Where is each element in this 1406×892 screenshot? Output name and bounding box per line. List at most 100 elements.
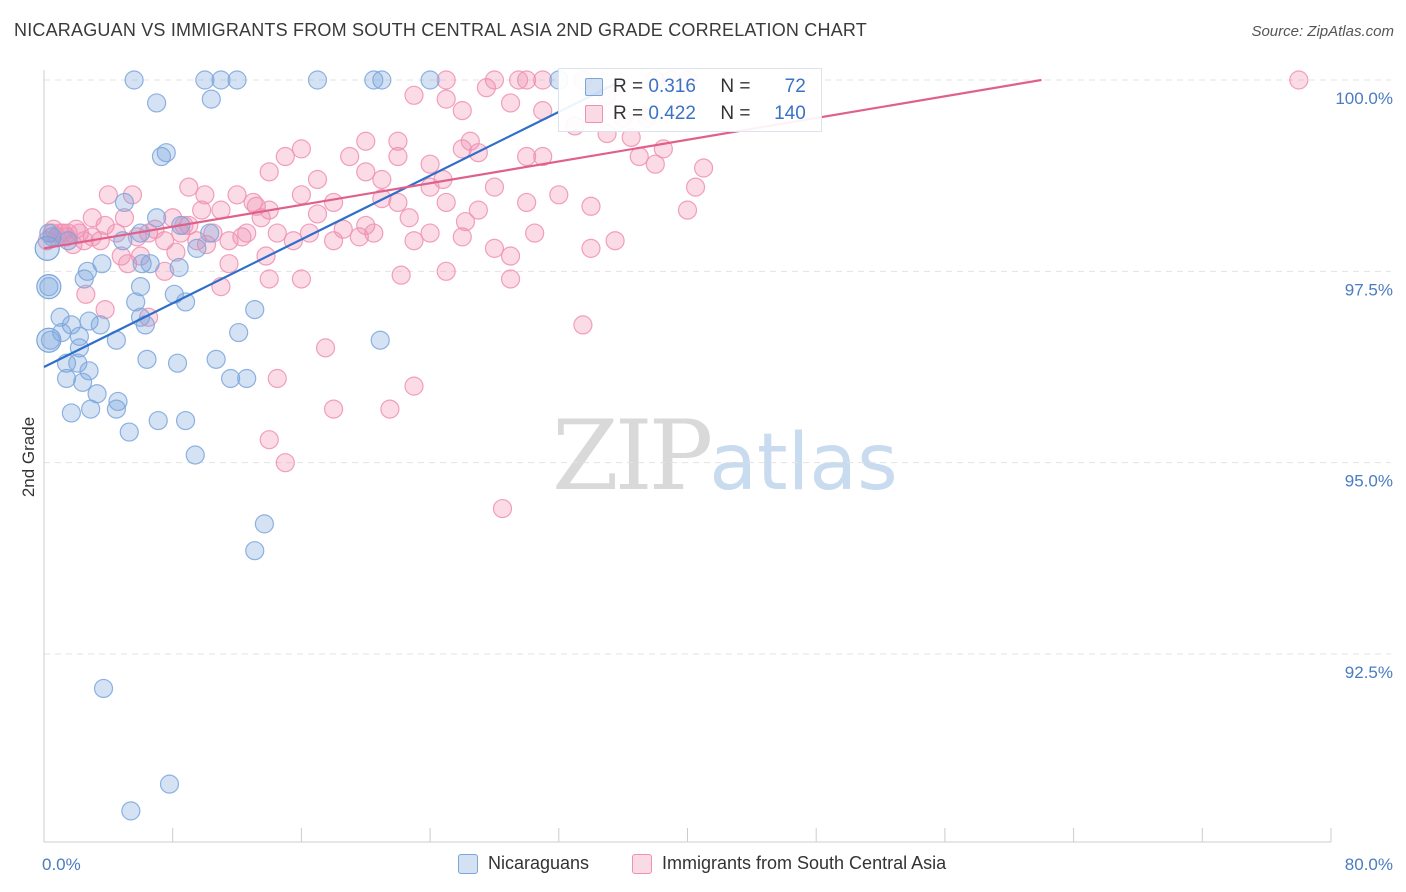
south-central-asia-point xyxy=(573,315,593,335)
south-central-asia-point xyxy=(315,338,336,358)
nicaraguans-point xyxy=(237,368,257,389)
nicaraguans-point xyxy=(119,422,139,442)
nicaraguans-point xyxy=(58,231,78,251)
nicaraguans-point xyxy=(221,368,241,389)
y-tick-label: 92.5% xyxy=(1345,663,1393,682)
south-central-asia-point xyxy=(404,376,424,396)
south-central-asia-point xyxy=(452,227,472,247)
south-central-asia-point xyxy=(111,246,131,266)
south-central-asia-point xyxy=(645,154,665,174)
nicaraguans-point xyxy=(200,223,220,243)
south-central-asia-point xyxy=(267,368,287,389)
south-central-asia-point xyxy=(500,269,521,289)
south-central-asia-point xyxy=(492,498,513,519)
nicaraguans-point xyxy=(229,322,249,343)
nicaraguans-point xyxy=(148,410,168,431)
series-nicaraguans xyxy=(34,70,569,821)
nicaraguans-point xyxy=(206,349,226,369)
south-central-asia-point xyxy=(388,131,408,151)
south-central-asia-point xyxy=(436,70,456,90)
south-central-asia-point xyxy=(508,70,529,90)
nicaraguans-point xyxy=(114,192,135,213)
south-central-asia-point xyxy=(517,192,537,213)
south-central-asia-point xyxy=(95,300,115,320)
south-central-asia-point xyxy=(605,231,625,251)
legend-label-nicaraguans: Nicaraguans xyxy=(488,853,590,873)
south-central-asia-point xyxy=(476,78,497,98)
n-label: N = xyxy=(720,103,751,124)
south-central-asia-point xyxy=(517,146,537,167)
nicaraguans-point xyxy=(79,361,99,381)
south-central-asia-point xyxy=(275,146,295,167)
south-central-asia-point xyxy=(130,246,151,266)
nicaraguans-point xyxy=(227,70,247,90)
n-value-nicaraguans: 72 xyxy=(784,76,806,97)
axes xyxy=(43,70,1332,843)
south-central-asia-point xyxy=(517,70,537,90)
nicaraguans-point xyxy=(370,330,390,350)
chart-title: NICARAGUAN VS IMMIGRANTS FROM SOUTH CENT… xyxy=(14,20,867,40)
nicaraguans-point xyxy=(36,327,62,353)
south-central-asia-point xyxy=(693,158,714,178)
south-central-asia-point xyxy=(484,177,505,197)
south-central-asia-point xyxy=(95,215,115,236)
nicaraguans-point xyxy=(201,89,221,109)
nicaraguans-point xyxy=(135,315,155,335)
r-value-nicaraguans: 0.316 xyxy=(648,76,696,97)
south-central-asia-point xyxy=(455,211,476,232)
south-central-asia-point xyxy=(179,177,199,197)
nicaraguans-point xyxy=(140,254,160,274)
nicaraguans-point xyxy=(93,678,114,699)
south-central-asia-point xyxy=(436,261,456,281)
legend-item-nicaraguans[interactable]: Nicaraguans xyxy=(458,853,589,874)
south-central-asia-point xyxy=(533,70,553,90)
nicaraguans-point xyxy=(36,274,62,300)
south-central-asia-point xyxy=(122,185,143,205)
south-central-asia-point xyxy=(388,192,408,213)
nicaraguans-point xyxy=(92,254,112,274)
south-central-asia-point xyxy=(356,162,376,182)
south-central-asia-point xyxy=(349,227,369,247)
nicaraguans-point xyxy=(245,541,265,561)
south-central-asia-point xyxy=(581,196,601,216)
south-central-asia-point xyxy=(629,146,649,167)
n-value-south-central-asia: 140 xyxy=(774,103,806,124)
legend-item-south-central-asia[interactable]: Immigrants from South Central Asia xyxy=(632,853,946,874)
nicaraguans-point xyxy=(56,368,77,389)
r-value-south-central-asia: 0.422 xyxy=(648,103,696,124)
nicaraguans-point xyxy=(50,307,70,327)
nicaraguans-point xyxy=(156,143,176,163)
south-central-asia-point xyxy=(291,185,311,205)
south-central-asia-point xyxy=(549,185,569,205)
nicaraguans-point xyxy=(420,70,440,90)
nicaraguans-point xyxy=(175,410,196,431)
south-central-asia-point xyxy=(581,238,601,258)
south-central-asia-point xyxy=(484,238,505,258)
south-central-asia-point xyxy=(195,185,215,205)
legend-swatch-nicaraguans xyxy=(458,853,478,874)
south-central-asia-point xyxy=(291,269,311,289)
trend-lines xyxy=(43,78,1042,368)
south-central-asia-point xyxy=(307,204,328,224)
south-central-asia-point xyxy=(323,399,344,419)
nicaraguans-point xyxy=(169,257,189,278)
south-central-asia-point xyxy=(275,453,295,473)
south-central-asia-point xyxy=(1289,70,1309,90)
nicaraguans-point xyxy=(372,70,392,90)
south-central-asia-point xyxy=(307,169,328,190)
south-central-asia-point xyxy=(333,219,353,239)
south-central-asia-point xyxy=(525,223,545,243)
nicaraguans-point xyxy=(159,774,180,794)
r-label: R = xyxy=(613,103,644,124)
watermark-zip: ZIP xyxy=(552,400,713,512)
nicaraguans-point xyxy=(90,315,110,335)
legend-label-south-central-asia: Immigrants from South Central Asia xyxy=(662,853,947,873)
trend-line-nicaraguans xyxy=(43,79,624,368)
series-south-central-asia xyxy=(37,70,1309,519)
trend-line-south-central-asia xyxy=(43,78,1042,250)
r-label: R = xyxy=(613,76,644,97)
nicaraguans-point xyxy=(132,254,152,274)
y-tick-label: 100.0% xyxy=(1335,89,1393,108)
nicaraguans-point xyxy=(364,70,384,90)
